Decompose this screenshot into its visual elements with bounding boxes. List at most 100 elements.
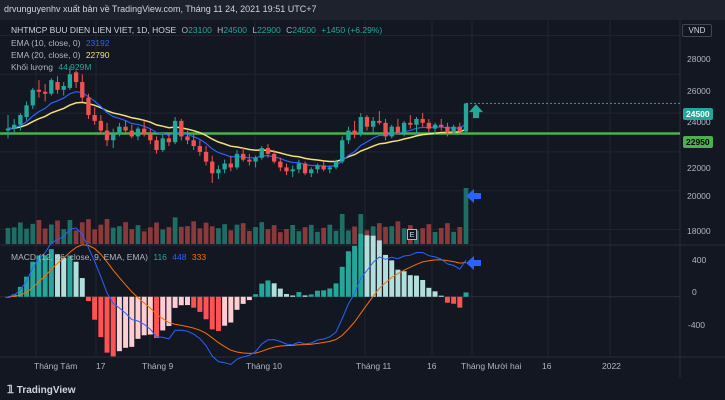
volume-bar [92, 229, 98, 244]
arrow-left-icon [466, 256, 481, 270]
ema20-legend[interactable]: EMA (20, close, 0) 22790 [11, 50, 112, 60]
macd-histogram-bar [123, 296, 129, 348]
open-label: O [181, 25, 189, 35]
volume-bar [154, 222, 159, 244]
time-tick: Tháng 11 [356, 361, 392, 371]
candle-body [451, 126, 456, 133]
symbol-legend[interactable]: NHTMCP BUU DIEN LIEN VIET, 1D, HOSE O231… [11, 25, 385, 35]
macd-histogram-bar [48, 249, 54, 297]
macd-histogram-bar [457, 296, 463, 308]
time-tick: 16 [542, 361, 552, 371]
candle-body [358, 116, 363, 135]
macd-histogram-bar [420, 279, 426, 297]
macd-tick: 400 [692, 255, 707, 265]
volume-legend[interactable]: Khối lượng 44.929M [11, 62, 94, 72]
volume-bar [271, 225, 277, 244]
chart-svg[interactable] [0, 20, 725, 378]
price-tick: 20000 [687, 191, 711, 201]
candle-body [271, 153, 277, 162]
volume-bar [321, 227, 327, 244]
ema10-label: EMA (10, close, 0) [11, 38, 81, 48]
macd-tick: 0 [692, 287, 697, 297]
volume-bar [401, 228, 407, 244]
volume-bar [346, 230, 351, 244]
volume-bar [166, 227, 172, 244]
change-value: +1450 (+6.29%) [321, 25, 383, 35]
macd-hist-value: 116 [153, 252, 167, 262]
candle-body [463, 103, 469, 132]
candle-body [265, 148, 271, 154]
candle-body [92, 115, 97, 121]
macd-histogram-bar [215, 296, 221, 331]
macd-histogram-bar [222, 296, 228, 326]
macd-histogram-bar [172, 296, 178, 308]
macd-histogram-bar [345, 251, 351, 297]
time-tick: 16 [427, 361, 437, 371]
candle-body [439, 124, 444, 127]
ema20-value: 22790 [85, 50, 110, 60]
macd-histogram-bar [85, 296, 91, 302]
volume-bar [426, 224, 432, 244]
macd-histogram-bar [253, 294, 259, 297]
volume-bar [457, 227, 463, 244]
macd-histogram-bar [451, 296, 457, 304]
volume-bar [67, 220, 73, 244]
macd-histogram-bar [333, 283, 339, 297]
earnings-marker[interactable]: E [407, 229, 417, 240]
volume-bar [376, 223, 382, 244]
candle-body [61, 85, 66, 90]
macd-histogram-bar [178, 296, 184, 306]
macd-histogram-bar [277, 288, 283, 297]
tradingview-logo[interactable]: 𝟙 TradingView [7, 383, 76, 396]
macd-line-value: 448 [172, 252, 187, 262]
candle-body [284, 167, 289, 172]
price-tick: 24000 [687, 117, 711, 127]
candle-body [203, 151, 209, 162]
candle-body [259, 148, 264, 158]
macd-histogram-bar [364, 235, 370, 297]
macd-histogram-bar [389, 260, 395, 297]
candle-body [352, 130, 357, 135]
volume-bar [420, 228, 426, 244]
volume-bar [327, 224, 333, 244]
volume-bar [79, 222, 85, 244]
candle-body [86, 97, 91, 116]
volume-bar [5, 228, 11, 244]
candle-body [383, 122, 388, 137]
volume-bar [222, 224, 227, 244]
candle-body [247, 159, 252, 162]
macd-histogram-bar [407, 275, 413, 297]
macd-histogram-bar [160, 296, 166, 331]
currency-button[interactable]: VND [682, 24, 712, 37]
chart-area[interactable] [0, 20, 725, 378]
price-tick: 26000 [687, 86, 711, 96]
macd-histogram-bar [92, 296, 98, 320]
volume-bar [432, 232, 438, 244]
candle-body [315, 165, 320, 170]
candle-body [55, 82, 60, 90]
macd-histogram-bar [24, 276, 30, 297]
macd-histogram-bar [376, 240, 382, 297]
volume-bar [129, 229, 135, 244]
volume-bar [18, 222, 23, 244]
volume-bar [333, 230, 339, 244]
macd-histogram-bar [339, 266, 345, 297]
ema10-legend[interactable]: EMA (10, close, 0) 23192 [11, 38, 112, 48]
time-tick: 17 [96, 361, 106, 371]
macd-histogram-bar [17, 286, 23, 297]
candle-body [278, 161, 283, 168]
volume-bar [389, 226, 395, 244]
candle-body [426, 122, 432, 129]
candle-body [302, 163, 308, 174]
time-tick: Tháng 9 [142, 361, 174, 371]
macd-histogram-bar [147, 296, 153, 335]
volume-bar [451, 231, 456, 244]
candle-body [179, 120, 184, 137]
volume-bar [339, 214, 345, 244]
macd-histogram-bar [240, 296, 246, 304]
time-tick: 2022 [602, 361, 621, 371]
close-label: C [286, 25, 293, 35]
candle-body [166, 138, 172, 143]
candle-body [135, 128, 141, 137]
macd-legend[interactable]: MACD (12, 26, close, 9, EMA, EMA) 116 44… [11, 252, 209, 262]
